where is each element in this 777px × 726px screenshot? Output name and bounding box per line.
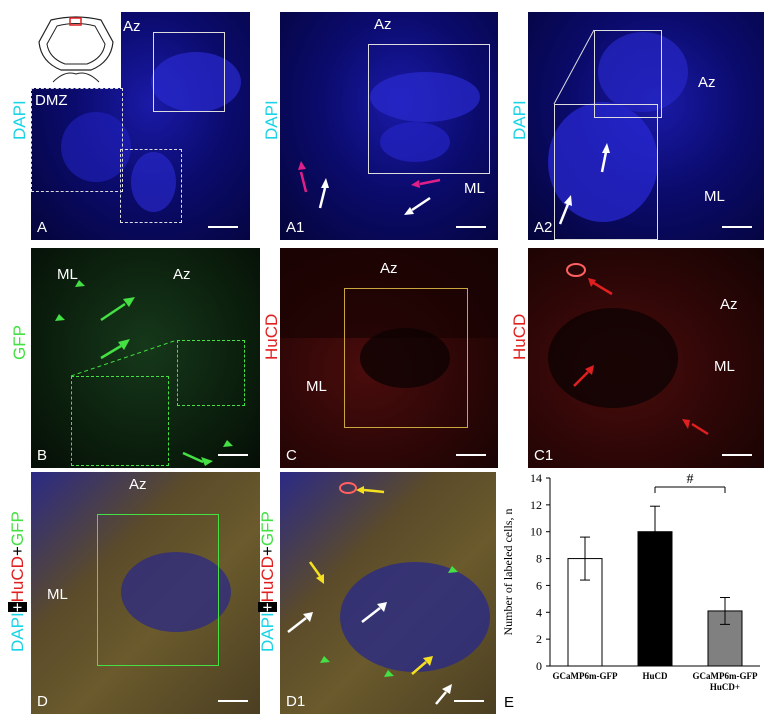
panel-label-d1: D1 <box>286 693 306 710</box>
region-label-ml: ML <box>464 180 485 197</box>
region-label-ml: ML <box>714 358 735 375</box>
stain-label-b: GFP <box>10 325 29 360</box>
panel-a1-image: Az ML A1 <box>280 12 498 240</box>
significance-annotation: # <box>687 472 694 487</box>
stain-plus: + <box>258 546 277 557</box>
stain-label-d: DAPI+HuCD+GFP <box>8 511 28 652</box>
panel-label-c1: C1 <box>534 447 554 464</box>
panel-c1-image: Az ML C1 <box>528 248 764 468</box>
stain-label-a1: DAPI <box>262 100 281 140</box>
panel-d-image: Az ML D <box>31 472 260 714</box>
y-tick-label: 2 <box>536 632 542 646</box>
y-tick-label: 6 <box>536 578 542 592</box>
panel-b-image: ML Az B <box>31 248 260 468</box>
inset-dashed-box-small <box>177 340 245 406</box>
scale-bar <box>722 454 752 456</box>
stain-label-c1: HuCD <box>510 313 529 360</box>
stain-label-d1: DAPI+HuCD+GFP <box>258 511 278 652</box>
panel-c-image: Az ML C <box>280 248 498 468</box>
y-tick-label: 10 <box>530 525 542 539</box>
panel-label-c: C <box>286 447 297 464</box>
region-label-ml: ML <box>47 586 68 603</box>
y-tick-label: 8 <box>536 552 542 566</box>
scale-bar <box>218 454 248 456</box>
stain-gfp: GFP <box>258 511 277 547</box>
region-label-az: Az <box>123 18 141 35</box>
scale-bar <box>218 700 248 702</box>
chart-svg: 0 2 4 6 8 10 12 14 Number of labeled cells, n GCa… <box>501 471 760 692</box>
schematic-inset <box>31 12 121 88</box>
scale-bar <box>456 226 486 228</box>
inset-yellow-box <box>344 288 468 428</box>
region-label-az: Az <box>380 260 398 277</box>
x-tick-label: HuCD+ <box>710 682 740 692</box>
inset-white-box <box>153 32 225 112</box>
stain-dapi: DAPI <box>258 612 277 652</box>
region-label-az: Az <box>720 296 738 313</box>
y-tick-label: 14 <box>530 471 542 485</box>
panel-a-image: Az DMZ A <box>31 12 250 240</box>
panel-label-e: E <box>504 694 515 711</box>
inset-large-box <box>554 104 658 240</box>
region-label-az: Az <box>129 476 147 493</box>
inset-small-box <box>594 30 662 118</box>
stain-dapi: DAPI <box>8 612 27 652</box>
region-label-ml: ML <box>704 188 725 205</box>
region-label-az: Az <box>698 74 716 91</box>
y-tick-label: 4 <box>536 605 542 619</box>
bar-chart: 0 2 4 6 8 10 12 14 Number of labeled cells, n GCa… <box>498 466 777 721</box>
stain-label-a: DAPI <box>10 100 29 140</box>
inset-dashed-box-large <box>71 376 169 466</box>
panel-a2-image: Az ML A2 <box>528 12 764 240</box>
inset-dashed-box-large <box>31 88 123 192</box>
panel-label-a1: A1 <box>286 219 305 236</box>
region-label-dmz: DMZ <box>35 92 68 109</box>
stain-label-a2: DAPI <box>510 100 529 140</box>
stain-label-c: HuCD <box>262 313 281 360</box>
x-tick-label: HuCD <box>642 671 668 681</box>
panel-label-a2: A2 <box>534 219 553 236</box>
y-axis-label: Number of labeled cells, n <box>501 509 515 636</box>
y-tick-label: 0 <box>536 659 542 673</box>
stain-gfp: GFP <box>8 511 27 547</box>
region-label-az: Az <box>173 266 191 283</box>
region-label-ml: ML <box>306 378 327 395</box>
inset-white-box <box>368 44 490 174</box>
stain-hucd: HuCD <box>258 556 277 603</box>
x-tick-label: GCaMP6m-GFP <box>553 671 618 681</box>
panel-label-b: B <box>37 447 48 464</box>
stain-hucd: HuCD <box>8 556 27 603</box>
scale-bar <box>454 700 484 702</box>
panel-label-d: D <box>37 693 48 710</box>
scale-bar <box>456 454 486 456</box>
region-label-az: Az <box>374 16 392 33</box>
stain-plus: + <box>8 602 27 613</box>
inset-dashed-box-small <box>120 149 182 223</box>
stain-plus: + <box>8 546 27 557</box>
scale-bar <box>722 226 752 228</box>
panel-label-a: A <box>37 219 48 236</box>
y-tick-label: 12 <box>530 498 542 512</box>
region-label-ml: ML <box>57 266 78 283</box>
panel-d1-image: D1 <box>280 472 496 714</box>
x-tick-label: GCaMP6m-GFP <box>693 671 758 681</box>
stain-plus: + <box>258 602 277 613</box>
scale-bar <box>208 226 238 228</box>
inset-green-box <box>97 514 219 666</box>
